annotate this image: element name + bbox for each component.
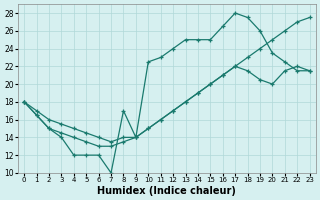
X-axis label: Humidex (Indice chaleur): Humidex (Indice chaleur) xyxy=(98,186,236,196)
